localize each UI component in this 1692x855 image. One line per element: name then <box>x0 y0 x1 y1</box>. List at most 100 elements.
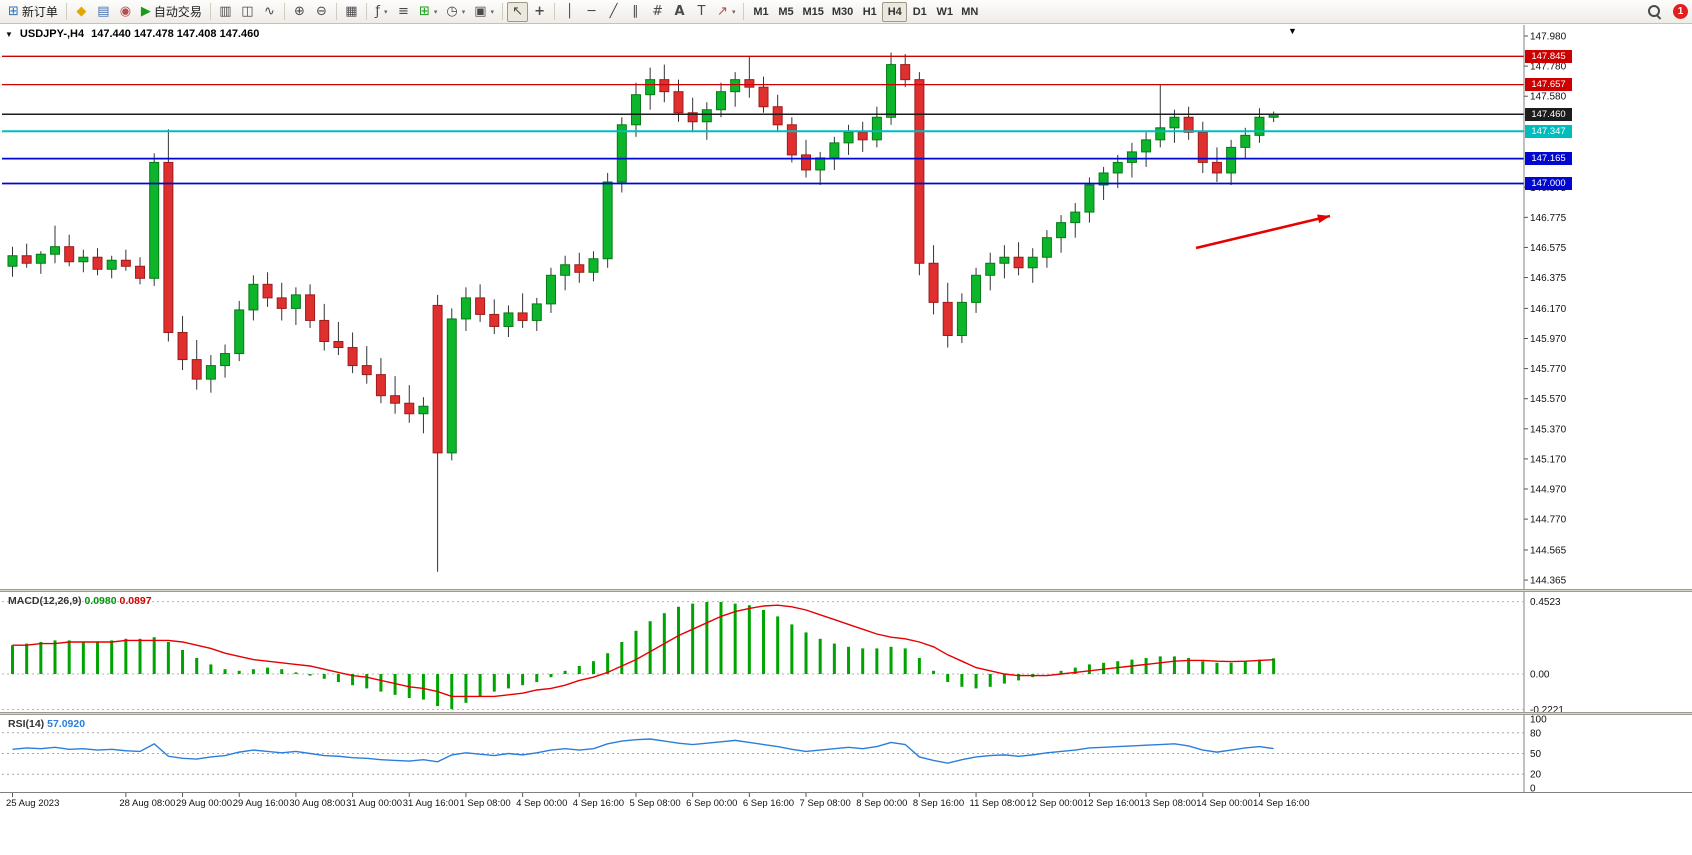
timeframe-h4[interactable]: H4 <box>882 1 908 22</box>
horizontal-line-icon: ─ <box>587 4 596 19</box>
candle-body <box>149 161 160 279</box>
tile-windows-button[interactable]: ▦ <box>341 2 362 22</box>
candle-body <box>971 274 982 303</box>
periods-button[interactable]: ◷ ▾ <box>442 2 469 22</box>
zoom-out-button[interactable]: ⊖ <box>311 2 332 22</box>
mql-market-button[interactable]: ◆ <box>71 2 92 22</box>
candlestick-chart-button[interactable]: ◫ <box>237 2 258 22</box>
timeframe-m1[interactable]: M1 <box>748 2 773 22</box>
text-label-button[interactable]: T <box>691 2 712 22</box>
indicators-button[interactable]: ƒ ▾ <box>371 2 392 22</box>
vertical-line-icon: │ <box>565 4 574 19</box>
candle-body <box>50 246 61 255</box>
price-tick-label: 144.970 <box>1530 485 1567 496</box>
trend-arrow-line[interactable] <box>1195 214 1331 250</box>
fibonacci-button[interactable]: # <box>647 2 668 22</box>
candle-body <box>786 124 797 156</box>
macd-scale-label: -0.2221 <box>1530 705 1564 716</box>
candle-body <box>1141 139 1152 153</box>
new-chart-button[interactable]: ⊞ ▾ <box>415 2 441 22</box>
toolbar-separator <box>209 3 211 20</box>
bar-chart-button[interactable]: ▥ <box>215 2 236 22</box>
candle-body <box>1056 222 1067 239</box>
price-tick-label: 144.565 <box>1530 545 1567 556</box>
time-axis-label: 31 Aug 00:00 <box>346 798 402 809</box>
timeframe-m30[interactable]: M30 <box>828 2 857 22</box>
candle-body <box>64 246 75 263</box>
candle-body <box>248 283 259 311</box>
horizontal-line-button[interactable]: ─ <box>581 2 602 22</box>
timeframe-mn[interactable]: MN <box>957 2 982 22</box>
timeframe-m15[interactable]: M15 <box>798 2 827 22</box>
candle-body <box>475 297 486 315</box>
clock-icon: ◷ <box>446 4 458 19</box>
trend-arrow-head[interactable] <box>1317 214 1330 224</box>
crosshair-button[interactable]: + <box>529 2 550 22</box>
candle-body <box>135 265 146 279</box>
rsi-value: 57.0920 <box>47 718 86 730</box>
channel-button[interactable]: ∥ <box>625 2 646 22</box>
vertical-line-button[interactable]: │ <box>559 2 580 22</box>
search-button[interactable] <box>1643 2 1666 22</box>
trendline-icon: ╱ <box>609 4 618 19</box>
time-axis-label: 31 Aug 16:00 <box>403 798 459 809</box>
collapse-arrow-icon[interactable]: ▼ <box>5 30 13 39</box>
line-chart-button[interactable]: ∿ <box>259 2 280 22</box>
arrows-button[interactable]: ↗ ▾ <box>713 2 739 22</box>
toolbar-separator <box>65 3 67 20</box>
toolbar-separator <box>335 3 337 20</box>
candle-body <box>1169 116 1180 129</box>
indicator-windows-button[interactable]: ≡ <box>393 2 414 22</box>
chevron-down-icon: ▾ <box>383 7 388 16</box>
candle-body <box>687 112 698 123</box>
auto-trading-button[interactable]: ▶ 自动交易 <box>137 2 206 22</box>
chevron-down-icon: ▾ <box>490 7 495 16</box>
indicator-windows-icon: ≡ <box>397 4 409 19</box>
candle-body <box>432 304 443 454</box>
time-axis-label: 28 Aug 08:00 <box>119 798 175 809</box>
pane-splitter[interactable] <box>0 589 1692 592</box>
text-button[interactable]: A <box>669 2 690 22</box>
candle-body <box>588 258 599 273</box>
candle-body <box>886 64 897 118</box>
candle-body <box>333 341 344 349</box>
text-label-icon: T <box>697 4 706 19</box>
candle-body <box>659 79 670 93</box>
chart-title: ▼ USDJPY-,H4 147.440 147.478 147.408 147… <box>5 28 259 40</box>
tile-windows-icon: ▦ <box>345 4 358 19</box>
new-order-button[interactable]: ⊞ 新订单 <box>4 2 62 22</box>
candle-body <box>531 303 542 321</box>
community-button[interactable]: ◉ <box>115 2 136 22</box>
timeframe-w1[interactable]: W1 <box>932 2 957 22</box>
rsi-scale-label: 0 <box>1530 784 1536 795</box>
candle-body <box>262 283 273 299</box>
candle-body <box>772 106 783 126</box>
print-button[interactable]: ▤ <box>93 2 114 22</box>
channel-icon: ∥ <box>632 4 639 19</box>
trendline-button[interactable]: ╱ <box>603 2 624 22</box>
candle-body <box>503 312 514 327</box>
templates-button[interactable]: ▣ ▾ <box>470 2 498 22</box>
price-tick-label: 147.980 <box>1530 32 1567 43</box>
time-axis-label: 13 Sep 08:00 <box>1140 798 1197 809</box>
cursor-button[interactable]: ↖ <box>507 1 529 22</box>
zoom-in-button[interactable]: ⊕ <box>289 2 310 22</box>
price-tick-label: 145.170 <box>1530 454 1567 465</box>
price-tick-label: 145.370 <box>1530 424 1567 435</box>
notification-badge[interactable]: 1 <box>1673 4 1688 19</box>
timeframe-m5[interactable]: M5 <box>773 2 798 22</box>
candle-body <box>361 365 372 376</box>
time-axis-label: 11 Sep 08:00 <box>970 798 1026 809</box>
candle-body <box>1070 211 1081 224</box>
chart-shift-marker[interactable]: ▼ <box>1288 26 1297 36</box>
timeframe-d1[interactable]: D1 <box>907 2 932 22</box>
print-icon: ▤ <box>97 4 110 19</box>
timeframe-h1[interactable]: H1 <box>857 2 882 22</box>
pane-splitter[interactable] <box>0 712 1692 715</box>
candle-body <box>999 256 1010 264</box>
toolbar-separator <box>365 3 367 20</box>
time-axis-label: 4 Sep 16:00 <box>573 798 624 809</box>
candle-body <box>1013 256 1024 269</box>
